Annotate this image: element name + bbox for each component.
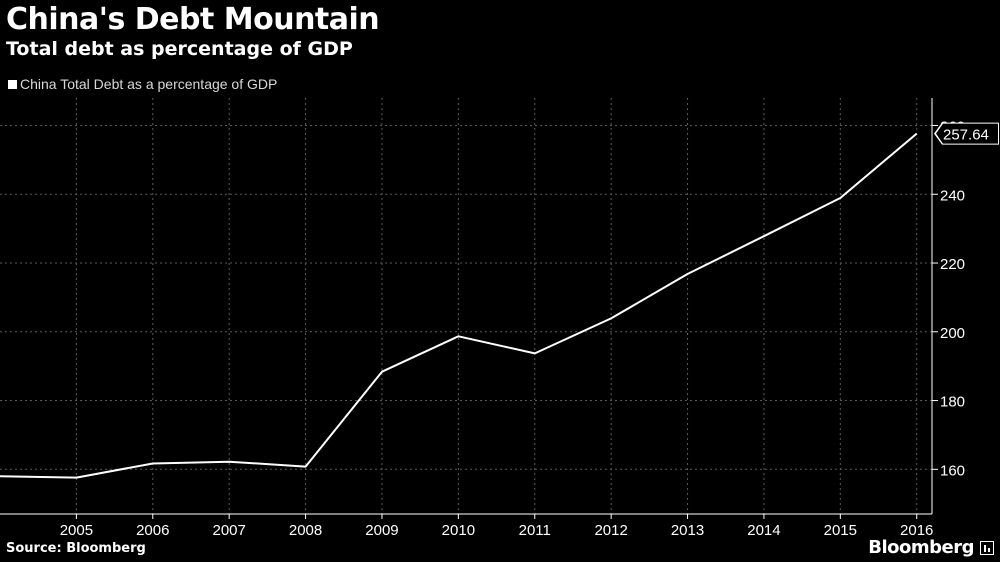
x-tick-label: 2016 xyxy=(900,522,933,539)
x-tick-label: 2006 xyxy=(136,522,169,539)
y-tick-label: 240 xyxy=(940,187,965,204)
x-tick-label: 2013 xyxy=(671,522,704,539)
series-line xyxy=(0,132,918,479)
last-value-callout-inner xyxy=(936,123,998,144)
x-tick-label: 2011 xyxy=(519,522,551,539)
y-tick-label: 200 xyxy=(940,325,965,342)
bloomberg-logo: Bloomberg xyxy=(868,537,974,558)
x-tick-label: 2012 xyxy=(594,522,627,539)
x-tick-label: 2009 xyxy=(365,522,398,539)
x-tick-label: 2007 xyxy=(212,522,245,539)
x-tick-label: 2005 xyxy=(60,522,93,539)
x-tick-label: 2010 xyxy=(442,522,475,539)
last-value-label: 257.64 xyxy=(943,127,989,144)
y-tick-label: 160 xyxy=(940,462,965,479)
legend: China Total Debt as a percentage of GDP xyxy=(8,76,277,92)
chart-subtitle: Total debt as percentage of GDP xyxy=(6,38,353,60)
chart-title: China's Debt Mountain xyxy=(6,2,380,37)
y-tick-label: 220 xyxy=(940,256,965,273)
source-note: Source: Bloomberg xyxy=(6,541,146,556)
bloomberg-mark-icon xyxy=(980,541,994,555)
x-tick-label: 2008 xyxy=(289,522,322,539)
x-tick-label: 2015 xyxy=(824,522,857,539)
x-tick-label: 2014 xyxy=(747,522,780,539)
legend-label: China Total Debt as a percentage of GDP xyxy=(20,76,278,92)
y-tick-label: 180 xyxy=(940,394,965,411)
legend-swatch xyxy=(8,79,17,89)
